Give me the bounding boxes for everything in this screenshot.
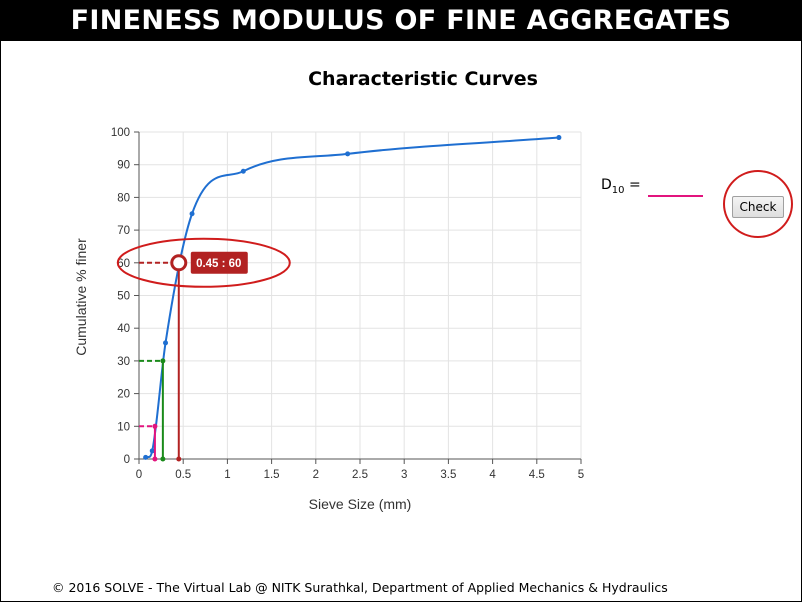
page-banner: FINENESS MODULUS OF FINE AGGREGATES	[1, 1, 801, 41]
data-point	[143, 454, 149, 460]
x-tick-label: 2	[313, 469, 319, 481]
y-tick-label: 100	[111, 127, 130, 139]
y-tick-label: 70	[117, 225, 130, 237]
check-button[interactable]: Check	[732, 196, 784, 218]
data-point	[149, 448, 155, 454]
data-point	[345, 151, 351, 157]
tooltip-highlight-ring	[116, 237, 291, 288]
y-tick-label: 40	[117, 323, 130, 335]
x-tick-label: 0.5	[175, 469, 191, 481]
y-tick-label: 10	[117, 421, 130, 433]
data-point	[556, 135, 562, 141]
d10-equals: =	[624, 177, 641, 193]
x-axis-label: Sieve Size (mm)	[309, 496, 412, 512]
tooltip-text: 0.45 : 60	[196, 258, 241, 270]
marker-foot	[152, 456, 158, 462]
y-tick-label: 50	[117, 291, 130, 303]
marker-guides	[139, 260, 182, 462]
marker-foot	[160, 456, 166, 462]
y-tick-label: 30	[117, 356, 130, 368]
marker-point	[152, 423, 158, 429]
chart-title: Characteristic Curves	[308, 68, 538, 90]
d10-input[interactable]	[648, 181, 703, 197]
grid-lines	[139, 131, 582, 459]
x-tick-label: 3.5	[440, 469, 456, 481]
y-tick-label: 60	[117, 258, 130, 270]
data-point	[240, 168, 246, 174]
data-point	[163, 340, 169, 346]
marker-point	[160, 358, 166, 364]
hover-point	[170, 254, 188, 272]
check-highlight-ring	[723, 170, 793, 238]
d10-subscript: 10	[611, 184, 625, 196]
axes: 0 0.5 1 1.5 2 2.5 3 3.5 4 4.5 50102030405060708090…	[111, 127, 584, 481]
d10-label: D10 =	[601, 177, 641, 196]
d10-letter: D	[601, 177, 612, 193]
x-tick-label: 1	[224, 469, 230, 481]
y-axis-label: Cumulative % finer	[73, 238, 89, 356]
x-tick-label: 4	[489, 469, 496, 481]
x-tick-label: 0	[136, 469, 142, 481]
series-curve	[143, 135, 562, 460]
tooltip-box	[190, 251, 248, 274]
x-tick-label: 3	[401, 469, 407, 481]
marker-foot	[176, 456, 182, 462]
y-tick-label: 90	[117, 160, 130, 172]
x-tick-label: 5	[578, 469, 584, 481]
tooltip: 0.45 : 60	[116, 237, 291, 288]
series-line	[144, 136, 559, 459]
data-point	[189, 211, 195, 217]
y-tick-label: 20	[117, 389, 130, 401]
x-tick-label: 4.5	[529, 469, 545, 481]
y-tick-label: 80	[117, 192, 130, 204]
y-tick-label: 0	[124, 454, 130, 466]
x-tick-label: 2.5	[352, 469, 368, 481]
x-tick-label: 1.5	[264, 469, 280, 481]
footer-credit: © 2016 SOLVE - The Virtual Lab @ NITK Su…	[52, 580, 668, 595]
